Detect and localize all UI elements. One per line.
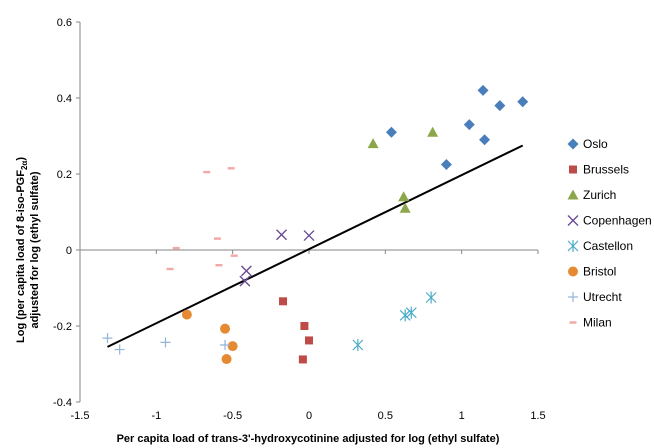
y-axis-title-line1: Log (per capita load of 8-iso-PGF2α) [15, 157, 29, 343]
milan-point [227, 167, 235, 170]
legend-label-utrecht: Utrecht [583, 290, 622, 304]
y-tick-label: 0.6 [57, 17, 72, 29]
utrecht-point [220, 340, 231, 350]
legend-label-oslo: Oslo [583, 137, 608, 151]
x-tick-label: -1.5 [71, 410, 90, 422]
zurich-point [398, 191, 410, 202]
oslo-point [479, 134, 491, 146]
brussels-point [298, 355, 307, 364]
data-points [102, 84, 529, 365]
milan-point [213, 237, 221, 240]
milan-point [215, 264, 223, 267]
y-tick-label: -0.4 [53, 397, 72, 409]
copenhagen-point [240, 265, 252, 277]
legend-marker-zurich [567, 189, 579, 200]
bristol-point [181, 309, 192, 320]
milan-point [166, 267, 174, 271]
legend-label-brussels: Brussels [583, 163, 629, 177]
milan-point [172, 246, 180, 250]
x-tick-label: 1 [459, 410, 465, 422]
brussels-point [305, 336, 313, 345]
y-axis-title-main: Log (per capita load of 8-iso-PGF [15, 170, 27, 343]
oslo-point [477, 84, 489, 96]
zurich-point [427, 126, 439, 137]
zurich-point [399, 202, 411, 213]
brussels-point [279, 297, 288, 306]
legend-label-bristol: Bristol [583, 265, 616, 279]
oslo-point [440, 159, 452, 170]
milan-point [203, 170, 211, 174]
y-axis-title-end: ) [15, 157, 27, 161]
x-tick-label: -1 [151, 410, 161, 422]
axis-titles: Per capita load of trans-3'-hydroxycotin… [15, 157, 500, 445]
castellon-point [352, 339, 364, 351]
x-tick-label: -0.5 [223, 410, 242, 422]
zurich-point [367, 138, 379, 149]
legend-label-copenhagen: Copenhagen [583, 214, 652, 228]
x-tick-label: 1.5 [530, 410, 545, 422]
bristol-point [220, 323, 231, 334]
utrecht-point [160, 337, 171, 348]
y-axis-title-line2: adjusted for log (ethyl sulfate) [29, 171, 41, 328]
y-tick-label: 0.4 [57, 93, 72, 105]
copenhagen-point [239, 275, 251, 287]
axes: -0.4 -0.2 0 0.2 0.4 0.6 -1.5 -1 -0.5 0 0.5 1 1.5 [53, 17, 546, 422]
brussels-point [300, 322, 309, 330]
x-axis-title: Per capita load of trans-3'-hydroxycotin… [117, 433, 500, 445]
trendline-group [107, 144, 524, 348]
oslo-point [463, 119, 475, 131]
utrecht-point [114, 344, 125, 355]
oslo-point [385, 126, 397, 138]
bristol-point [227, 341, 238, 352]
milan-point [230, 254, 238, 257]
legend-marker-brussels [569, 165, 577, 174]
y-tick-label: 0 [66, 245, 72, 257]
copenhagen-point [276, 229, 288, 241]
y-axis-title-subscript: 2α [20, 161, 29, 170]
legend-marker-oslo [567, 138, 579, 150]
castellon-point [425, 291, 437, 304]
copenhagen-point [303, 230, 315, 242]
castellon-point [405, 306, 417, 319]
legend-marker-copenhagen [567, 215, 579, 226]
legend-marker-milan [569, 321, 577, 324]
bristol-point [221, 354, 232, 365]
utrecht-point [102, 333, 113, 344]
trendline [107, 144, 524, 348]
legend-marker-bristol [568, 266, 578, 277]
castellon-point [399, 309, 411, 322]
oslo-point [494, 100, 506, 112]
y-tick-label: -0.2 [53, 321, 72, 333]
x-tick-label: 0 [306, 410, 312, 422]
legend-label-milan: Milan [583, 316, 612, 330]
oslo-point [517, 96, 529, 108]
x-tick-label: 0.5 [378, 410, 393, 422]
legend-label-castellon: Castellon [583, 239, 633, 253]
legend: Oslo Brussels Zurich Copenhagen Castellon Bri… [567, 137, 652, 330]
legend-label-zurich: Zurich [583, 188, 616, 202]
legend-marker-utrecht [568, 292, 578, 302]
legend-marker-castellon [567, 240, 579, 252]
y-tick-label: 0.2 [57, 169, 72, 181]
